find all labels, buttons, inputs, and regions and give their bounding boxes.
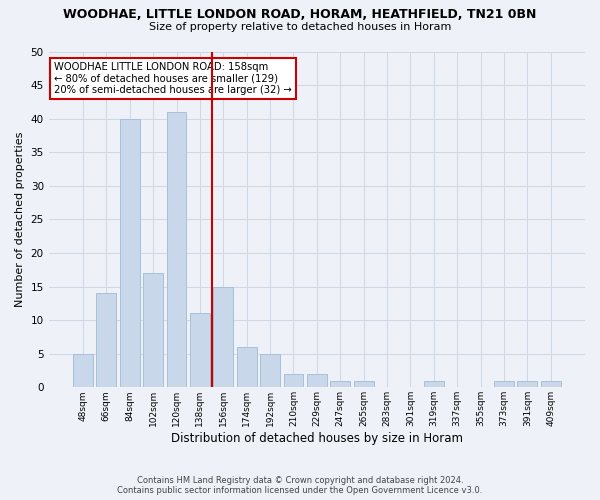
Bar	[424, 380, 443, 388]
Bar	[353, 380, 374, 388]
Bar	[97, 294, 116, 388]
Y-axis label: Number of detached properties: Number of detached properties	[15, 132, 25, 307]
Bar	[143, 273, 163, 388]
Bar	[167, 112, 187, 388]
Bar	[330, 380, 350, 388]
Bar	[494, 380, 514, 388]
Text: Contains HM Land Registry data © Crown copyright and database right 2024.
Contai: Contains HM Land Registry data © Crown c…	[118, 476, 482, 495]
Bar	[284, 374, 304, 388]
Bar	[214, 286, 233, 388]
Text: WOODHAE LITTLE LONDON ROAD: 158sqm
← 80% of detached houses are smaller (129)
20: WOODHAE LITTLE LONDON ROAD: 158sqm ← 80%…	[54, 62, 292, 95]
Bar	[120, 118, 140, 388]
Bar	[307, 374, 327, 388]
Bar	[541, 380, 560, 388]
Text: Size of property relative to detached houses in Horam: Size of property relative to detached ho…	[149, 22, 451, 32]
Bar	[237, 347, 257, 388]
Bar	[517, 380, 537, 388]
Text: WOODHAE, LITTLE LONDON ROAD, HORAM, HEATHFIELD, TN21 0BN: WOODHAE, LITTLE LONDON ROAD, HORAM, HEAT…	[64, 8, 536, 20]
X-axis label: Distribution of detached houses by size in Horam: Distribution of detached houses by size …	[171, 432, 463, 445]
Bar	[73, 354, 93, 388]
Bar	[260, 354, 280, 388]
Bar	[190, 314, 210, 388]
